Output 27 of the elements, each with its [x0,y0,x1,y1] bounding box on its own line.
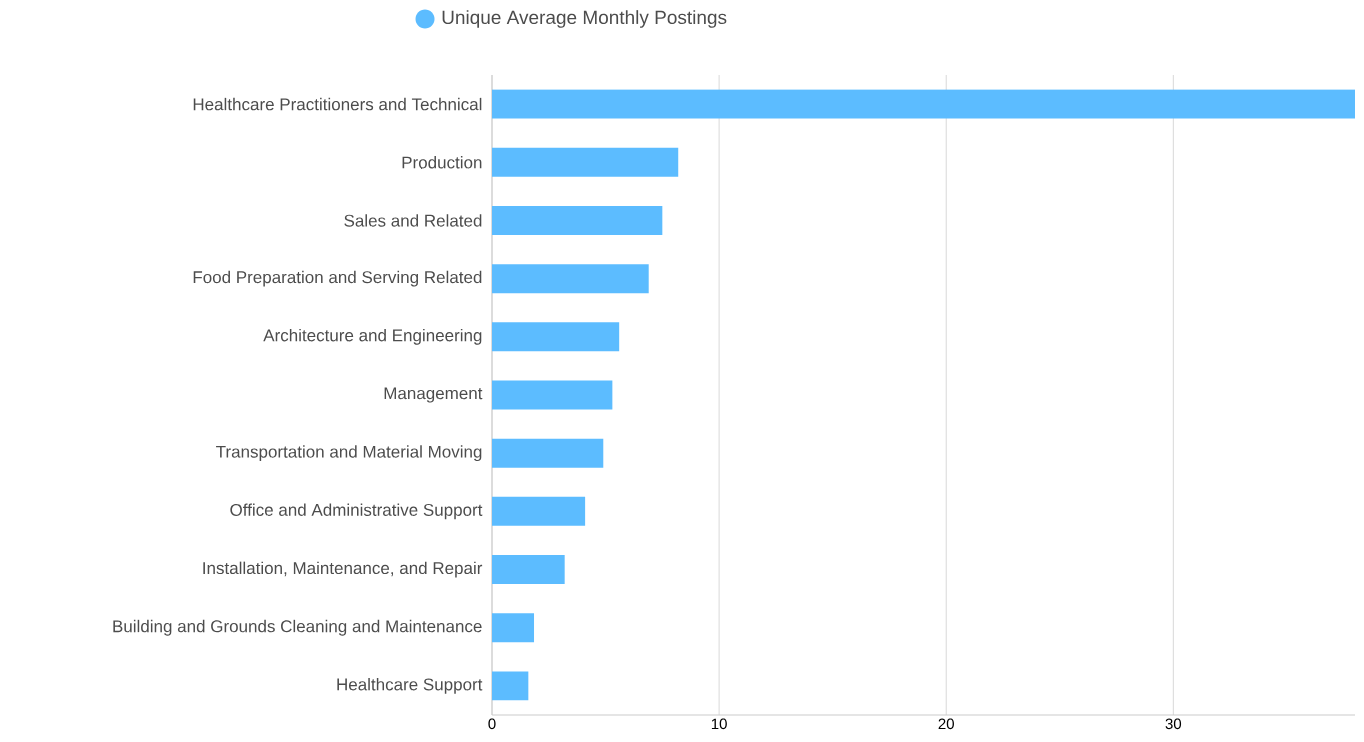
y-tick-label: Production [402,156,482,169]
x-tick-label: 0 [488,718,496,730]
bar [492,555,565,585]
y-tick-label: Healthcare Support [337,678,483,694]
y-tick-label: Transportation and Material Moving [216,445,482,462]
y-tick-label: Food Preparation and Serving Related [193,270,482,287]
y-tick-label: Healthcare Practitioners and Technical [193,97,482,111]
bar [492,496,586,526]
bar [492,380,613,410]
bar [492,264,649,294]
x-tick-label: 10 [711,718,727,730]
y-tick-label: Building and Grounds Cleaning and Maintenance [113,619,482,636]
bar [492,89,1356,119]
y-tick-label: Architecture and Engineering [263,328,482,345]
y-tick-label: Management [384,387,483,403]
y-tick-label: Sales and Related [344,214,482,227]
bar [492,322,620,352]
bar [492,671,529,701]
bar [492,205,663,235]
bar [492,438,604,468]
x-tick-label: 30 [1165,718,1182,730]
bar [492,147,679,177]
y-tick-label: Installation, Maintenance, and Repair [203,561,483,578]
y-tick-label: Office and Administrative Support [230,503,483,520]
bar [492,613,535,643]
x-tick-label: 20 [938,718,954,730]
legend-label: Unique Average Monthly Postings [442,10,727,28]
